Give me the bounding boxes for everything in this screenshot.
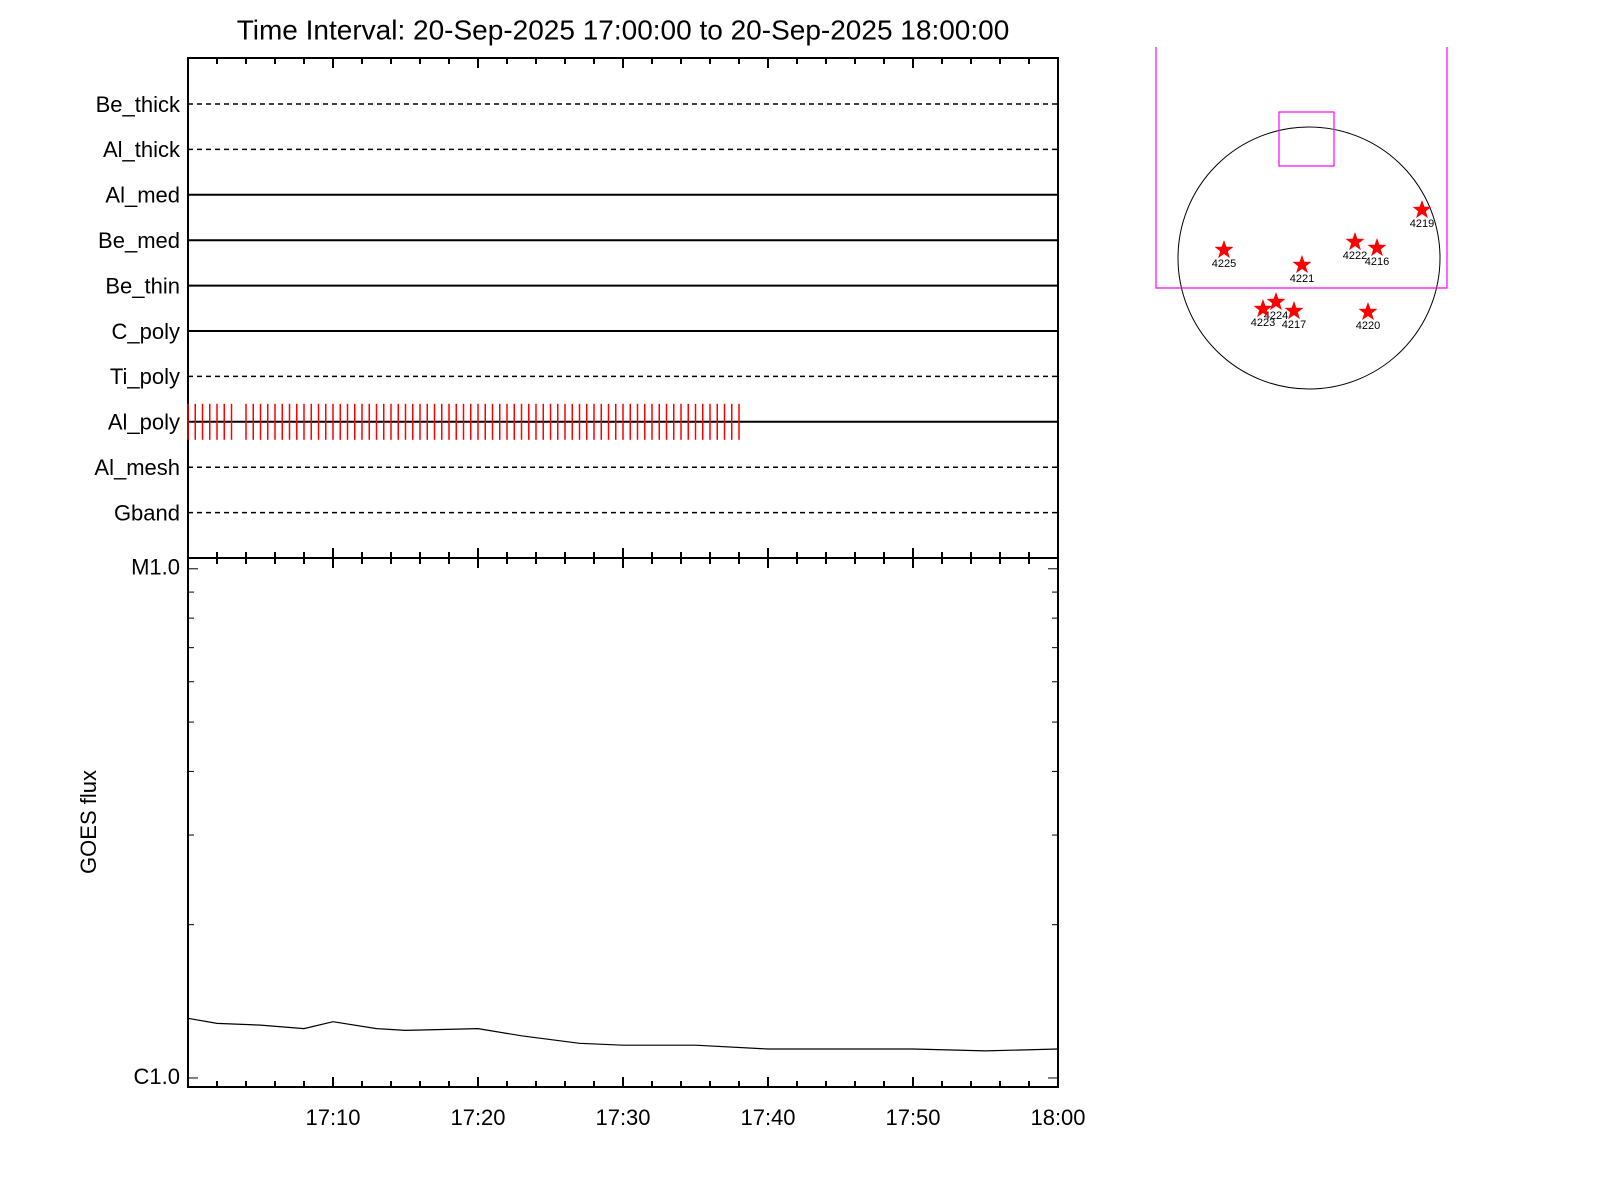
region-label: 4220 bbox=[1356, 320, 1380, 332]
region-star bbox=[1266, 292, 1286, 311]
row-label: Al_mesh bbox=[94, 455, 180, 480]
region-label: 4225 bbox=[1212, 258, 1236, 270]
region-label: 4219 bbox=[1410, 218, 1434, 230]
row-label: Al_med bbox=[105, 183, 180, 208]
flux-line bbox=[187, 1017, 1059, 1052]
x-tick-label: 17:30 bbox=[595, 1105, 650, 1130]
region-star bbox=[1367, 238, 1387, 257]
y-tick-label: C1.0 bbox=[134, 1064, 180, 1089]
fov-subbox bbox=[1278, 111, 1335, 167]
row-label: Be_thin bbox=[105, 273, 180, 298]
region-label: 4217 bbox=[1282, 319, 1306, 331]
y-axis-label: GOES flux bbox=[76, 770, 101, 874]
row-label: Al_poly bbox=[108, 410, 180, 435]
solar-disk bbox=[1177, 126, 1441, 390]
region-label: 4216 bbox=[1365, 256, 1389, 268]
row-label: Be_thick bbox=[96, 92, 181, 117]
region-star bbox=[1412, 200, 1432, 219]
region-label: 4221 bbox=[1290, 273, 1314, 285]
region-label: 4222 bbox=[1343, 250, 1367, 262]
fov-box bbox=[1155, 47, 1448, 289]
region-label: 4224 bbox=[1264, 310, 1288, 322]
region-star bbox=[1358, 302, 1378, 321]
y-tick-label: M1.0 bbox=[131, 555, 180, 580]
region-star bbox=[1345, 232, 1365, 251]
row-label: C_poly bbox=[112, 319, 180, 344]
row-label: Ti_poly bbox=[110, 364, 180, 389]
x-tick-label: 17:20 bbox=[450, 1105, 505, 1130]
row-label: Gband bbox=[114, 500, 180, 525]
x-tick-label: 17:50 bbox=[885, 1105, 940, 1130]
x-tick-label: 18:00 bbox=[1030, 1105, 1085, 1130]
x-tick-label: 17:10 bbox=[305, 1105, 360, 1130]
x-tick-label: 17:40 bbox=[740, 1105, 795, 1130]
region-star bbox=[1214, 240, 1234, 259]
row-label: Al_thick bbox=[103, 137, 181, 162]
region-star bbox=[1284, 301, 1304, 320]
region-label: 4223 bbox=[1251, 317, 1275, 329]
region-star bbox=[1292, 255, 1312, 274]
row-label: Be_med bbox=[98, 228, 180, 253]
region-star bbox=[1253, 299, 1273, 318]
chart-title: Time Interval: 20-Sep-2025 17:00:00 to 2… bbox=[237, 14, 1010, 45]
